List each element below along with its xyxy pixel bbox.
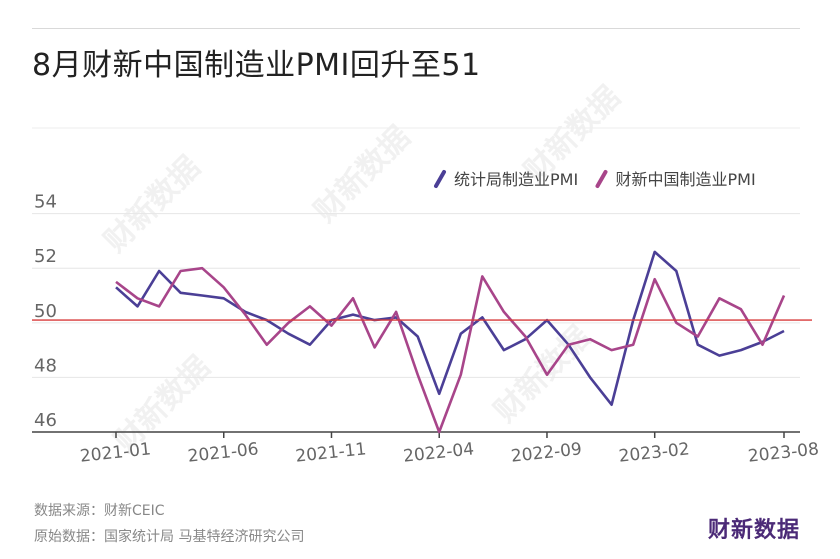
legend-swatch [595,170,608,188]
y-tick-label: 50 [34,301,57,322]
y-tick-label: 46 [34,410,57,431]
x-tick-label: 2021-01 [79,439,152,466]
x-tick-label: 2021-06 [187,439,260,466]
footer-source: 数据来源：财新CEIC [34,500,165,520]
y-tick-label: 48 [34,355,57,376]
chart-title: 8月财新中国制造业PMI回升至51 [32,48,481,83]
x-tick-label: 2023-02 [618,439,691,466]
legend-label: 统计局制造业PMI [454,170,578,189]
series-line [115,250,785,406]
x-tick-label: 2022-09 [510,439,583,466]
source-value: 财新CEIC [104,503,165,519]
x-tick-label: 2021-11 [295,439,368,466]
y-tick-label: 54 [34,192,57,213]
brand-logo: 财新数据 [707,518,800,543]
origin-label: 原始数据： [34,529,104,545]
legend-label: 财新中国制造业PMI [616,170,756,189]
origin-value: 国家统计局 马基特经济研究公司 [104,529,305,545]
source-label: 数据来源： [34,503,104,519]
y-tick-label: 52 [34,246,57,267]
x-tick-label: 2023-08 [747,439,820,466]
footer-origin: 原始数据：国家统计局 马基特经济研究公司 [34,526,304,546]
legend-swatch [434,170,446,188]
series-line [115,266,786,434]
top-rule [32,28,800,29]
x-tick-label: 2022-04 [402,439,475,466]
